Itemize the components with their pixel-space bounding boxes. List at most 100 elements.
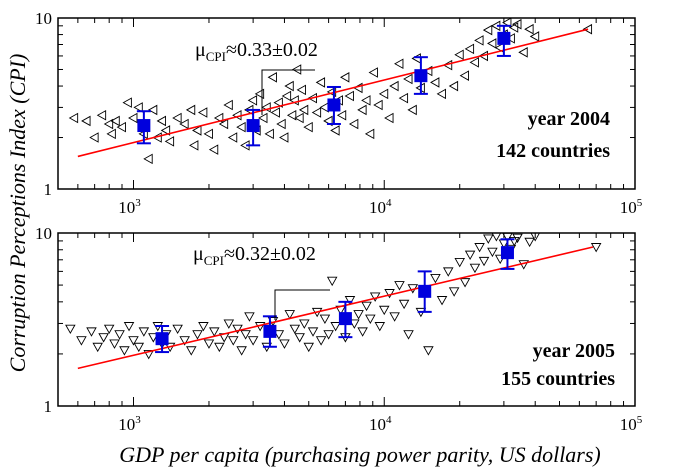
scatter-point bbox=[436, 88, 446, 100]
scatter-point bbox=[411, 53, 421, 64]
x-tick-label: 105 bbox=[620, 414, 643, 434]
scatter-point bbox=[469, 57, 479, 68]
scatter-point bbox=[512, 18, 522, 30]
scatter-point bbox=[315, 77, 326, 88]
scatter-point bbox=[505, 33, 515, 44]
scatter-point bbox=[160, 125, 171, 136]
panel-2004: 103 104 105 1 10 year 2004 142 countries μCP… bbox=[35, 9, 643, 217]
scatter-point bbox=[384, 289, 395, 299]
y-tick-label: 1 bbox=[44, 180, 53, 199]
y-axis-title: Corruption Perceptions Index (CPI) bbox=[5, 54, 30, 373]
scatter-point bbox=[273, 97, 283, 108]
y-tick-label: 10 bbox=[35, 224, 52, 243]
scatter-point bbox=[96, 109, 107, 121]
scatter-point bbox=[423, 346, 434, 356]
scatter-point bbox=[590, 243, 602, 253]
scatter-point bbox=[398, 92, 409, 104]
scatter-point bbox=[330, 322, 341, 332]
scatter-point bbox=[116, 121, 126, 133]
scatter-point bbox=[482, 24, 493, 36]
scatter-point bbox=[364, 128, 375, 140]
scatter-point bbox=[179, 336, 190, 346]
scatter-point bbox=[172, 324, 183, 335]
scatter-point bbox=[65, 324, 76, 335]
scatter-point bbox=[448, 287, 460, 297]
scatter-point bbox=[442, 59, 453, 71]
scatter-point bbox=[128, 336, 139, 346]
binned-mean-marker bbox=[338, 312, 352, 326]
scatter-point bbox=[403, 330, 414, 340]
binned-mean-marker bbox=[500, 246, 514, 260]
countries-2005-label: 155 countries bbox=[501, 368, 615, 390]
scatter-point bbox=[218, 118, 229, 130]
scatter-point bbox=[307, 327, 319, 337]
scatter-point bbox=[368, 67, 378, 78]
scatter-point bbox=[284, 80, 294, 92]
scatter-point bbox=[123, 322, 135, 332]
scatter-point bbox=[119, 346, 130, 356]
scatter-point bbox=[172, 112, 182, 124]
scatter-point bbox=[81, 115, 91, 127]
scatter-point bbox=[336, 109, 347, 121]
scatter-point bbox=[582, 23, 593, 35]
scatter-point bbox=[384, 112, 394, 124]
scatter-point bbox=[508, 22, 519, 33]
scatter-point bbox=[76, 336, 87, 346]
scatter-point bbox=[374, 322, 386, 332]
scatter-point bbox=[303, 342, 315, 353]
scatter-point bbox=[394, 281, 405, 291]
scatter-point bbox=[394, 58, 404, 70]
scatter-point bbox=[319, 314, 331, 325]
x-tick-label: 103 bbox=[118, 197, 141, 217]
scatter-point bbox=[209, 327, 220, 337]
scatter-point bbox=[357, 327, 368, 337]
scatter-point bbox=[89, 132, 99, 143]
scatter-point bbox=[197, 107, 208, 118]
scatter-point bbox=[344, 90, 354, 102]
scatter-point bbox=[208, 144, 219, 155]
scatter-point bbox=[459, 70, 469, 81]
x-tick-label: 104 bbox=[369, 414, 392, 434]
scatter-point bbox=[353, 310, 364, 320]
scatter-point bbox=[103, 118, 114, 130]
scatter-point bbox=[291, 64, 302, 75]
scatter-point bbox=[98, 333, 109, 343]
scatter-point bbox=[156, 115, 167, 127]
scatter-point bbox=[512, 233, 523, 244]
scatter-point bbox=[214, 342, 225, 353]
scatter-point bbox=[430, 273, 441, 284]
mu-2005-bracket bbox=[274, 289, 330, 320]
scatter-point bbox=[186, 346, 197, 356]
scatter-point bbox=[227, 132, 238, 143]
scatter-point bbox=[474, 35, 484, 46]
scatter-point bbox=[236, 346, 247, 356]
scatter-point bbox=[164, 136, 175, 147]
scatter-point bbox=[179, 118, 189, 130]
scatter-point bbox=[448, 80, 459, 92]
scatter-point bbox=[114, 330, 125, 340]
scatter-point bbox=[436, 296, 448, 306]
countries-2004-label: 142 countries bbox=[496, 140, 610, 162]
scatter-point bbox=[508, 236, 520, 247]
mu-2005-value: ≈0.32±0.02 bbox=[224, 243, 316, 265]
scatter-point bbox=[518, 47, 528, 58]
scatter-point bbox=[92, 342, 103, 353]
scatter-point bbox=[491, 233, 502, 242]
binned-mean-marker bbox=[137, 119, 151, 133]
scatter-point bbox=[143, 153, 153, 165]
scatter-point bbox=[464, 250, 476, 261]
scatter-point bbox=[133, 102, 143, 113]
mu-2004-subscript: CPI bbox=[206, 49, 226, 64]
scatter-point bbox=[319, 102, 329, 113]
scatter-point bbox=[353, 82, 363, 94]
scatter-point bbox=[330, 125, 340, 136]
scatter-point bbox=[361, 301, 372, 312]
scatter-point bbox=[223, 319, 235, 329]
scatter-point bbox=[152, 132, 162, 143]
scatter-point bbox=[279, 339, 290, 349]
panel-2004-ticks bbox=[57, 17, 635, 190]
binned-mean-marker bbox=[327, 98, 341, 112]
scatter-point bbox=[244, 312, 255, 322]
scatter-point bbox=[198, 322, 209, 332]
